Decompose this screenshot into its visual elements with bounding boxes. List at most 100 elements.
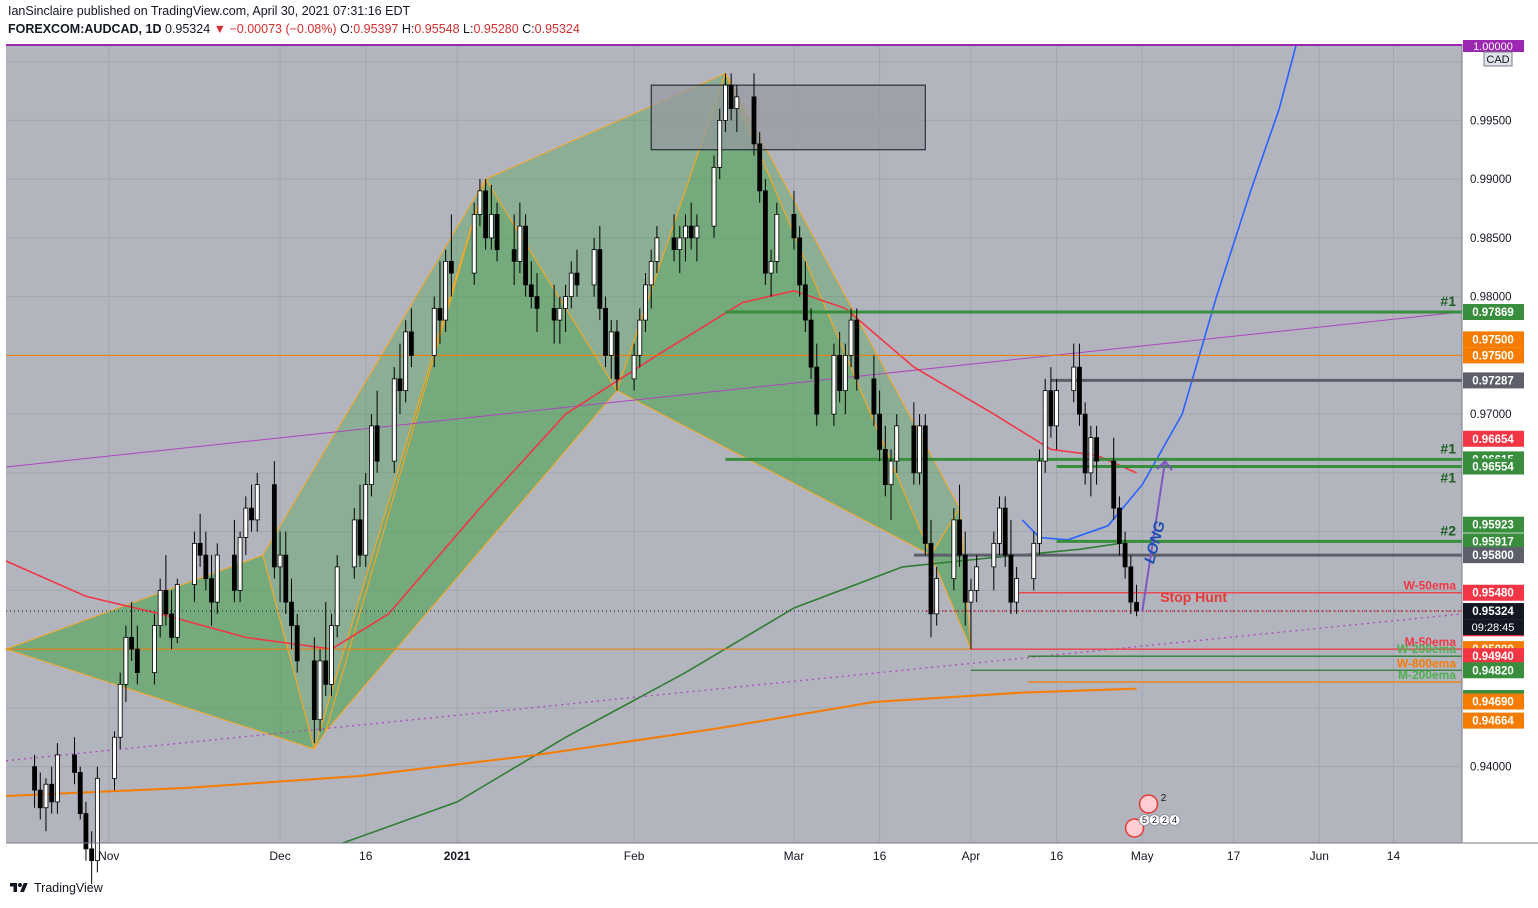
daily-200ema-line bbox=[342, 540, 1137, 844]
level-price-tag: 0.97500 bbox=[1472, 350, 1514, 362]
candle-body bbox=[523, 225, 528, 286]
candle-body bbox=[448, 260, 454, 274]
bar-countdown: 09:28:45 bbox=[1472, 622, 1515, 634]
candle-body bbox=[1071, 366, 1077, 392]
ema-label: M-200ema bbox=[1398, 668, 1456, 682]
level-price-tag: 0.95917 bbox=[1472, 536, 1514, 548]
candle-body bbox=[694, 225, 700, 239]
candle-body bbox=[483, 190, 489, 239]
candle-body bbox=[1117, 507, 1122, 544]
candle-body bbox=[1008, 554, 1014, 603]
candle-body bbox=[397, 378, 403, 392]
candle-body bbox=[671, 237, 677, 251]
candles bbox=[32, 73, 1139, 885]
time-tick-label: Feb bbox=[624, 849, 645, 863]
candle-body bbox=[277, 554, 283, 568]
open-value: 0.95397 bbox=[353, 22, 399, 36]
candle-body bbox=[123, 636, 129, 685]
candle-body bbox=[683, 225, 688, 239]
pattern-triangle bbox=[724, 73, 961, 557]
candle-body bbox=[637, 319, 643, 356]
candle-body bbox=[351, 519, 357, 568]
candle-body bbox=[117, 683, 123, 738]
candle-body bbox=[1088, 437, 1094, 474]
daily-800ema-line bbox=[5, 687, 1137, 797]
candle-body bbox=[1002, 507, 1008, 556]
last-price-tag-bg bbox=[1463, 603, 1524, 620]
symbol-name[interactable]: FOREXCOM:AUDCAD, 1D bbox=[8, 22, 162, 36]
candle-body bbox=[1111, 460, 1117, 509]
candle-body bbox=[197, 542, 203, 556]
publish-info: IanSinclaire published on TradingView.co… bbox=[8, 4, 411, 18]
candle-body bbox=[494, 213, 500, 251]
candle-body bbox=[329, 625, 334, 685]
candle-body bbox=[882, 448, 888, 486]
price-tag-bg bbox=[1463, 516, 1524, 533]
pattern-triangle bbox=[262, 178, 487, 751]
candle-body bbox=[877, 413, 882, 450]
level-label: #1 bbox=[1440, 470, 1456, 486]
price-tag: 0.96654 bbox=[1472, 434, 1514, 446]
time-tick-label: 16 bbox=[1050, 849, 1064, 863]
candle-body bbox=[751, 96, 757, 145]
price-tag-bg bbox=[1463, 662, 1524, 679]
price-tag-bg bbox=[1463, 648, 1524, 665]
ema-label: M-50ema bbox=[1405, 635, 1457, 649]
open-label: O: bbox=[340, 22, 354, 36]
candle-body bbox=[557, 307, 563, 321]
ema-label: W-200ema bbox=[1397, 642, 1456, 656]
candle-body bbox=[369, 425, 374, 486]
time-tick-label: Mar bbox=[784, 849, 805, 863]
symbol-ohlc-legend: FOREXCOM:AUDCAD, 1D 0.95324 ▼ −0.00073 (… bbox=[8, 22, 580, 36]
candle-body bbox=[757, 143, 763, 192]
candle-body bbox=[169, 613, 174, 638]
level-label: #2 bbox=[1440, 522, 1456, 538]
price-tag-bg bbox=[1463, 430, 1524, 447]
candle-body bbox=[734, 96, 740, 110]
candle-body bbox=[608, 331, 614, 356]
candle-body bbox=[597, 249, 603, 309]
candle-body bbox=[391, 378, 397, 462]
candle-body bbox=[77, 772, 83, 815]
candle-body bbox=[89, 848, 95, 862]
candle-body bbox=[1037, 460, 1042, 544]
price-tick-label: 0.94000 bbox=[1470, 762, 1512, 774]
candle-body bbox=[271, 484, 277, 568]
price-tick-label: 0.97000 bbox=[1470, 409, 1512, 421]
horizontal-levels: #1 #1 #1 #2 W-50ema M-50emaW-200emaW-800emaM-… bbox=[6, 293, 1462, 683]
level-price-tag-bg bbox=[1463, 347, 1524, 364]
target-price-tag: 1.00000 bbox=[1473, 41, 1513, 53]
candle-body bbox=[774, 213, 780, 262]
candle-body bbox=[163, 589, 169, 615]
price-tick-label: 0.98500 bbox=[1470, 233, 1512, 245]
candle-body bbox=[403, 331, 409, 392]
high-value: 0.95548 bbox=[414, 22, 460, 36]
candle-body bbox=[1122, 542, 1128, 568]
candle-body bbox=[791, 213, 797, 239]
trendline-upper bbox=[5, 311, 1463, 468]
event-badge-count: 2 bbox=[1162, 815, 1167, 825]
candle-body bbox=[991, 542, 997, 568]
level-price-tag: 0.97287 bbox=[1472, 375, 1514, 387]
price-tick-label: 0.99500 bbox=[1470, 115, 1512, 127]
candle-body bbox=[814, 366, 820, 415]
candle-body bbox=[997, 507, 1002, 544]
long-arrow-head bbox=[1156, 459, 1173, 471]
event-badge-icon bbox=[1138, 794, 1159, 814]
level-price-tag-bg bbox=[1463, 458, 1524, 475]
price-tag: 0.94664 bbox=[1472, 716, 1514, 728]
candle-body bbox=[54, 754, 60, 803]
candle-body bbox=[203, 554, 209, 580]
candle-body bbox=[871, 378, 877, 415]
candle-body bbox=[763, 190, 768, 274]
footer-brand[interactable]: TradingView bbox=[8, 881, 103, 895]
time-tick-label: May bbox=[1131, 849, 1154, 863]
candle-body bbox=[408, 331, 414, 356]
candle-body bbox=[129, 636, 135, 650]
candle-body bbox=[854, 319, 860, 380]
candle-body bbox=[289, 601, 294, 627]
price-tag: 0.95480 bbox=[1472, 588, 1514, 600]
candle-body bbox=[968, 589, 974, 603]
candle-body bbox=[214, 554, 220, 603]
